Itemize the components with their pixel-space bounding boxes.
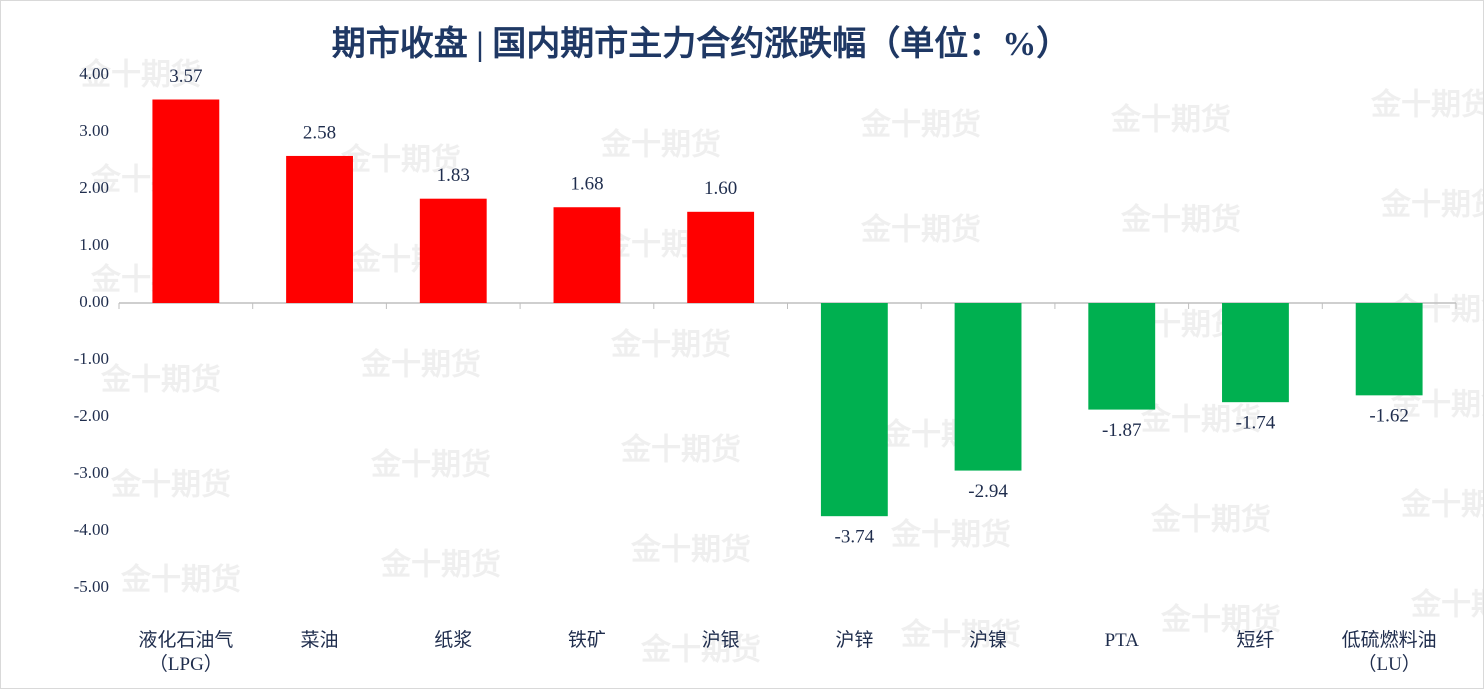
bar bbox=[1222, 303, 1289, 403]
x-tick-label: 沪镍 bbox=[969, 630, 1008, 651]
data-label: -1.87 bbox=[1102, 420, 1142, 441]
watermark: 金十期货 bbox=[110, 468, 231, 503]
x-tick-label: 液化石油气 （LPG） bbox=[138, 630, 234, 675]
bar bbox=[687, 211, 755, 303]
watermark: 金十期货 bbox=[630, 533, 751, 568]
watermark: 金十期货 bbox=[640, 633, 761, 668]
watermark: 金十期货 bbox=[1140, 403, 1261, 438]
watermark: 金十期货 bbox=[1160, 603, 1281, 638]
watermark: 金十期货 bbox=[1380, 188, 1483, 223]
data-label: -3.74 bbox=[835, 527, 875, 548]
y-tick-label: 0.00 bbox=[79, 292, 109, 311]
x-tick-label: 沪锌 bbox=[835, 630, 874, 651]
y-tick-label: 2.00 bbox=[79, 178, 109, 197]
bar bbox=[553, 207, 621, 303]
bar bbox=[954, 303, 1022, 471]
data-label: 1.83 bbox=[437, 165, 470, 186]
watermark: 金十期货 bbox=[900, 618, 1021, 653]
watermark: 金十期货 bbox=[80, 58, 201, 93]
watermark: 金十期货 bbox=[1410, 588, 1483, 623]
data-label: -2.94 bbox=[968, 481, 1008, 502]
watermark: 金十期货 bbox=[600, 128, 721, 163]
bar bbox=[1088, 303, 1156, 410]
watermark: 金十期货 bbox=[1120, 203, 1241, 238]
watermark: 金十期货 bbox=[860, 108, 981, 143]
watermark: 金十期货 bbox=[370, 448, 491, 483]
x-tick-label: 沪银 bbox=[701, 630, 740, 651]
watermark: 金十期货 bbox=[1150, 503, 1271, 538]
x-tick-label: 铁矿 bbox=[567, 630, 606, 651]
watermark: 金十期货 bbox=[120, 563, 241, 598]
bar bbox=[286, 155, 353, 303]
bar bbox=[152, 99, 220, 303]
y-tick-label: 4.00 bbox=[79, 64, 109, 83]
watermark: 金十期货 bbox=[610, 328, 731, 363]
watermark: 金十期货 bbox=[1400, 488, 1483, 523]
bar bbox=[1355, 303, 1423, 396]
data-label: 2.58 bbox=[303, 122, 336, 143]
bar bbox=[419, 198, 487, 303]
watermark: 金十期货 bbox=[380, 548, 501, 583]
y-tick-label: -1.00 bbox=[74, 349, 109, 368]
x-tick-label: 低硫燃料油 （LU） bbox=[1341, 630, 1437, 675]
watermark: 金十期货 bbox=[890, 518, 1011, 553]
x-tick-label: 菜油 bbox=[300, 630, 339, 651]
y-tick-label: -2.00 bbox=[74, 406, 109, 425]
watermark: 金十期货 bbox=[1110, 103, 1231, 138]
data-label: 3.57 bbox=[169, 66, 202, 87]
watermark: 金十期货 bbox=[620, 433, 741, 468]
watermark: 金十期货 bbox=[100, 363, 221, 398]
y-tick-label: -5.00 bbox=[74, 577, 109, 596]
y-tick-label: -4.00 bbox=[74, 520, 109, 539]
watermark: 金十期货 bbox=[360, 348, 481, 383]
chart-title: 期市收盘 | 国内期市主力合约涨跌幅（单位：%） bbox=[332, 24, 1071, 63]
y-tick-label: -3.00 bbox=[74, 463, 109, 482]
data-label: -1.74 bbox=[1236, 413, 1276, 434]
watermark: 金十期货 bbox=[860, 213, 981, 248]
watermark: 金十期货 bbox=[1370, 88, 1483, 123]
data-label: 1.68 bbox=[570, 174, 603, 195]
y-tick-label: 3.00 bbox=[79, 121, 109, 140]
x-tick-label: 短纤 bbox=[1236, 630, 1275, 651]
watermark: 金十期货 bbox=[340, 143, 461, 178]
y-tick-label: 1.00 bbox=[79, 235, 109, 254]
bar bbox=[820, 303, 888, 517]
data-label: -1.62 bbox=[1369, 406, 1409, 427]
data-label: 1.60 bbox=[704, 178, 737, 199]
x-tick-label: PTA bbox=[1104, 630, 1139, 651]
x-tick-label: 纸浆 bbox=[434, 630, 473, 651]
